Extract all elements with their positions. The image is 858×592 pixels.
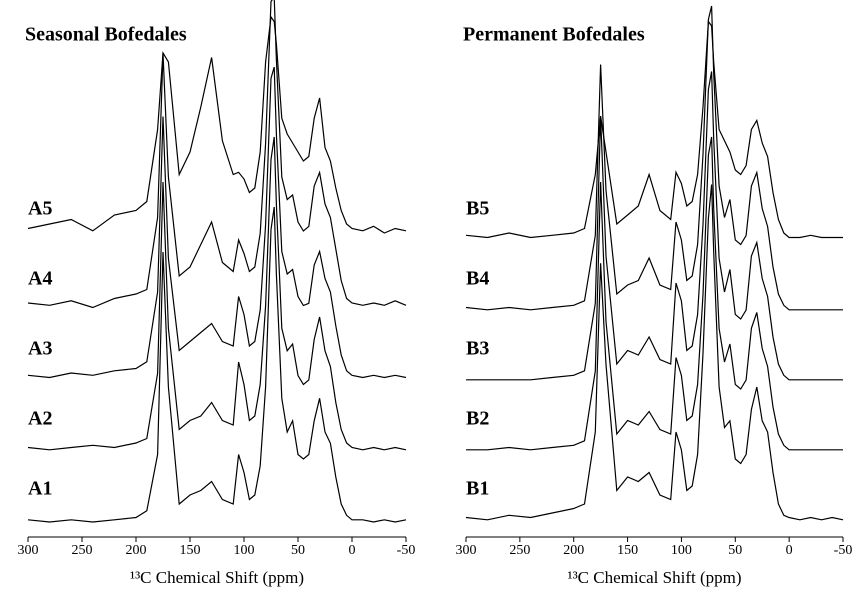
x-tick-label: 200 bbox=[126, 543, 147, 558]
spectrum bbox=[27, 206, 407, 523]
spectrum bbox=[465, 184, 844, 521]
spectrum bbox=[27, 0, 407, 309]
x-tick-label: 100 bbox=[234, 543, 255, 558]
x-tick-label: 150 bbox=[617, 543, 638, 558]
series-label: B3 bbox=[466, 338, 489, 360]
series-label: B5 bbox=[466, 198, 489, 220]
spectrum bbox=[27, 66, 407, 379]
x-tick-label: 100 bbox=[671, 543, 692, 558]
spectrum bbox=[27, 136, 407, 451]
x-tick-label: -50 bbox=[397, 543, 416, 558]
panel-title: Seasonal Bofedales bbox=[25, 24, 187, 46]
x-tick-label: 250 bbox=[72, 543, 93, 558]
x-tick-label: 50 bbox=[728, 543, 742, 558]
series-label: A2 bbox=[28, 408, 52, 430]
x-tick-label: 300 bbox=[18, 543, 39, 558]
spectrum bbox=[27, 15, 407, 234]
x-axis-label: ¹³C Chemical Shift (ppm) bbox=[567, 568, 741, 587]
panel-title: Permanent Bofedales bbox=[463, 24, 645, 46]
x-tick-label: -50 bbox=[834, 543, 853, 558]
series-label: B2 bbox=[466, 408, 489, 430]
series-label: B4 bbox=[466, 268, 489, 290]
series-label: B1 bbox=[466, 478, 489, 500]
spectrum bbox=[465, 19, 843, 239]
x-tick-label: 0 bbox=[349, 543, 356, 558]
x-tick-label: 0 bbox=[786, 543, 793, 558]
spectrum bbox=[466, 136, 843, 451]
x-tick-label: 300 bbox=[456, 543, 477, 558]
series-label: A3 bbox=[28, 338, 52, 360]
x-axis-label: ¹³C Chemical Shift (ppm) bbox=[130, 568, 304, 587]
series-label: A1 bbox=[28, 478, 52, 500]
x-tick-label: 200 bbox=[563, 543, 584, 558]
series-label: A5 bbox=[28, 198, 52, 220]
x-tick-label: 50 bbox=[291, 543, 305, 558]
x-tick-label: 250 bbox=[509, 543, 530, 558]
spectrum bbox=[465, 5, 843, 311]
series-label: A4 bbox=[28, 268, 52, 290]
spectrum bbox=[466, 71, 843, 381]
x-tick-label: 150 bbox=[180, 543, 201, 558]
